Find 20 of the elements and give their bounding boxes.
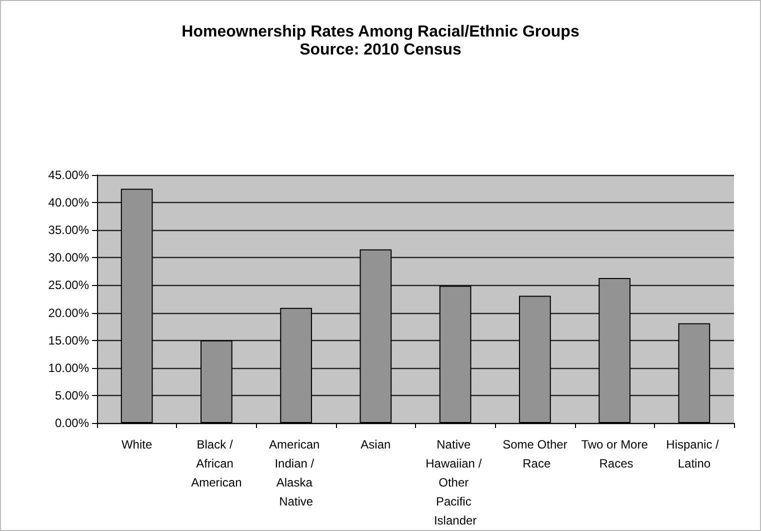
x-tick-label: White bbox=[121, 438, 152, 452]
y-tick-label: 30.00% bbox=[48, 250, 90, 265]
y-tick-label: 10.00% bbox=[48, 360, 90, 375]
x-tick-label: Two or More Races bbox=[581, 438, 648, 470]
x-tick-label: American Indian / Alaska Native bbox=[269, 438, 324, 508]
x-tick-label: Hispanic / Latino bbox=[666, 438, 722, 470]
x-tick-label: Asian bbox=[360, 438, 391, 452]
y-tick-label: 20.00% bbox=[48, 306, 90, 320]
y-tick-label: 0.00% bbox=[54, 416, 90, 430]
y-tick-label: 35.00% bbox=[48, 223, 90, 238]
chart-subtitle: Source: 2010 Census bbox=[300, 42, 462, 58]
y-tick-label: 45.00% bbox=[48, 168, 90, 182]
y-tick-label: 5.00% bbox=[54, 388, 90, 402]
x-tick-label: Black / African American bbox=[191, 438, 242, 490]
y-tick-label: 15.00% bbox=[48, 333, 90, 348]
x-tick-label: Some Other Race bbox=[502, 438, 568, 470]
y-tick-label: 25.00% bbox=[48, 278, 90, 292]
x-tick-label: Native Hawaiian / Other Pacific Islander bbox=[426, 438, 485, 528]
chart-title: Homeownership Rates Among Racial/Ethnic Groups bbox=[182, 24, 580, 40]
y-tick-label: 40.00% bbox=[48, 196, 90, 210]
